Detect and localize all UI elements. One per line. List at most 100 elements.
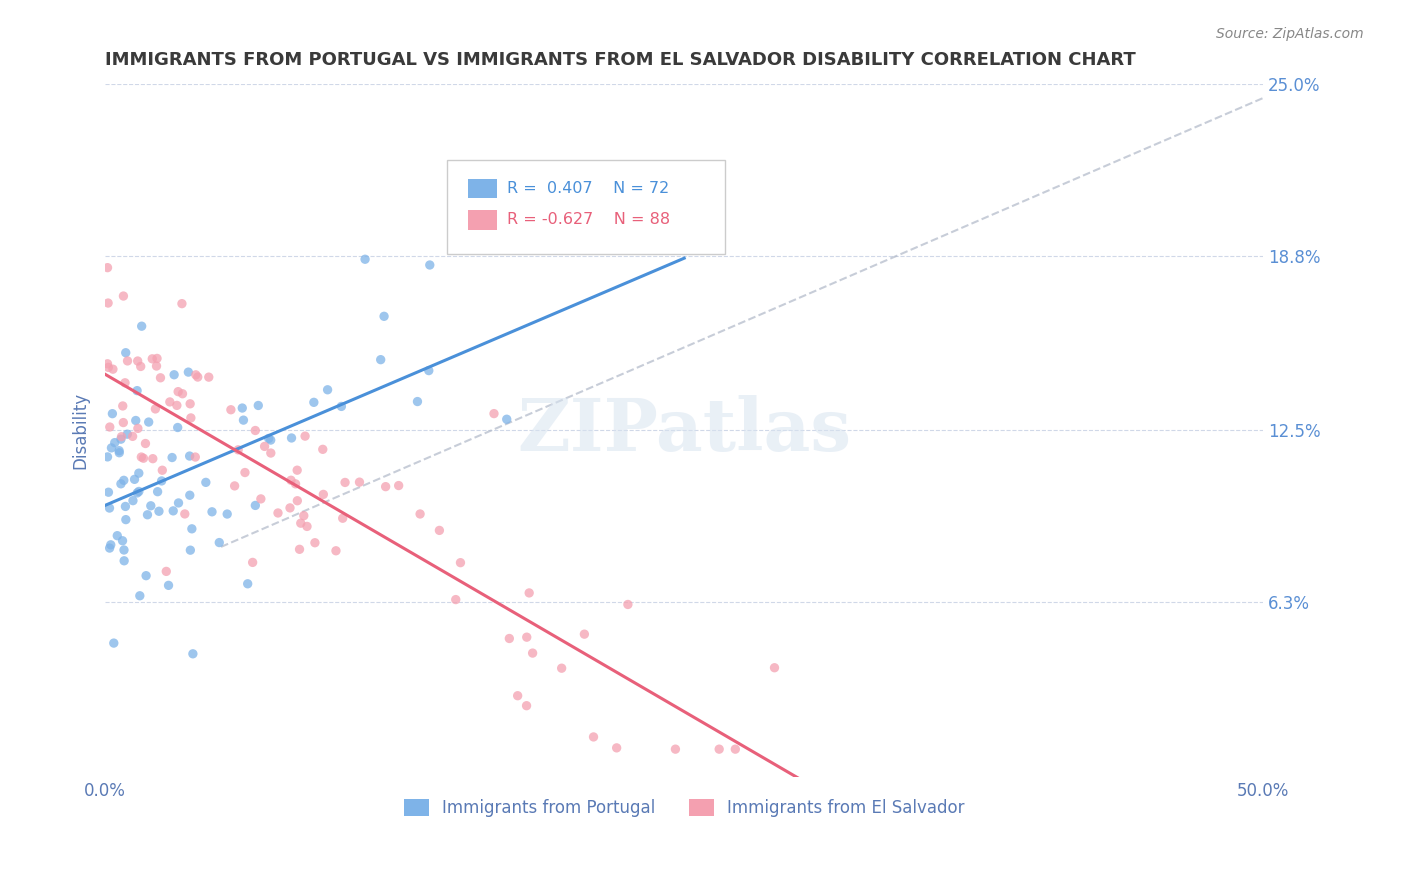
Point	[294, 429, 316, 443]
Point	[260, 446, 283, 460]
Point	[522, 646, 544, 660]
Point	[517, 586, 540, 600]
Point	[111, 533, 134, 548]
Point	[150, 474, 173, 488]
Point	[103, 636, 125, 650]
Point	[330, 400, 353, 414]
Text: Source: ZipAtlas.com: Source: ZipAtlas.com	[1216, 27, 1364, 41]
Point	[257, 432, 280, 446]
Point	[97, 360, 120, 375]
Point	[374, 480, 396, 494]
Point	[664, 742, 686, 756]
Point	[181, 647, 204, 661]
Point	[312, 487, 335, 501]
Bar	[468, 211, 496, 229]
Point	[724, 742, 747, 756]
Point	[138, 415, 160, 429]
Point	[100, 441, 122, 455]
Point	[149, 371, 172, 385]
Point	[349, 475, 371, 490]
Point	[278, 500, 301, 515]
Point	[134, 436, 156, 450]
Point	[136, 508, 159, 522]
Point	[285, 463, 308, 477]
Point	[582, 730, 605, 744]
Point	[333, 475, 356, 490]
FancyBboxPatch shape	[447, 161, 724, 254]
Point	[110, 432, 132, 446]
Point	[146, 484, 169, 499]
Point	[429, 524, 451, 538]
Point	[167, 496, 190, 510]
Point	[280, 473, 302, 487]
Point	[127, 421, 149, 435]
Point	[180, 411, 202, 425]
Point	[128, 484, 150, 499]
Point	[101, 407, 124, 421]
Point	[406, 394, 429, 409]
Point	[166, 420, 188, 434]
Point	[295, 519, 318, 533]
Point	[332, 511, 354, 525]
Point	[498, 632, 520, 646]
Point	[419, 258, 441, 272]
Point	[128, 589, 150, 603]
Point	[117, 427, 139, 442]
Point	[112, 416, 135, 430]
Point	[98, 541, 121, 555]
Point	[108, 443, 131, 458]
Point	[131, 319, 153, 334]
Point	[201, 505, 224, 519]
Text: R =  0.407    N = 72: R = 0.407 N = 72	[508, 180, 669, 195]
Point	[763, 661, 786, 675]
Point	[495, 412, 517, 426]
Point	[709, 742, 731, 756]
Point	[325, 543, 347, 558]
Point	[290, 516, 312, 531]
Point	[236, 576, 259, 591]
Point	[159, 395, 181, 409]
Point	[450, 556, 472, 570]
Point	[550, 661, 572, 675]
Point	[267, 506, 290, 520]
Point	[148, 504, 170, 518]
Point	[516, 630, 538, 644]
Point	[370, 352, 392, 367]
Point	[157, 578, 180, 592]
Point	[245, 424, 267, 438]
Point	[96, 450, 118, 464]
Point	[127, 486, 149, 500]
Point	[131, 450, 153, 464]
Point	[224, 479, 246, 493]
Text: R = -0.627    N = 88: R = -0.627 N = 88	[508, 211, 671, 227]
Point	[288, 542, 311, 557]
Point	[170, 296, 193, 310]
Point	[150, 463, 173, 477]
Point	[124, 472, 146, 486]
Point	[98, 501, 121, 516]
Point	[112, 473, 135, 487]
Point	[280, 431, 302, 445]
Point	[506, 689, 529, 703]
Point	[155, 565, 177, 579]
Point	[128, 466, 150, 480]
Point	[444, 592, 467, 607]
Point	[284, 476, 307, 491]
Point	[194, 475, 217, 490]
Point	[108, 446, 131, 460]
Text: ZIPatlas: ZIPatlas	[517, 395, 851, 466]
Point	[141, 351, 163, 366]
Point	[409, 507, 432, 521]
Point	[197, 370, 219, 384]
Point	[160, 450, 183, 465]
Point	[142, 451, 165, 466]
Point	[125, 413, 148, 427]
Point	[146, 351, 169, 366]
Point	[373, 310, 395, 324]
Point	[208, 535, 231, 549]
Point	[354, 252, 377, 267]
Point	[115, 513, 138, 527]
Point	[516, 698, 538, 713]
Point	[97, 485, 120, 500]
Point	[97, 296, 120, 310]
